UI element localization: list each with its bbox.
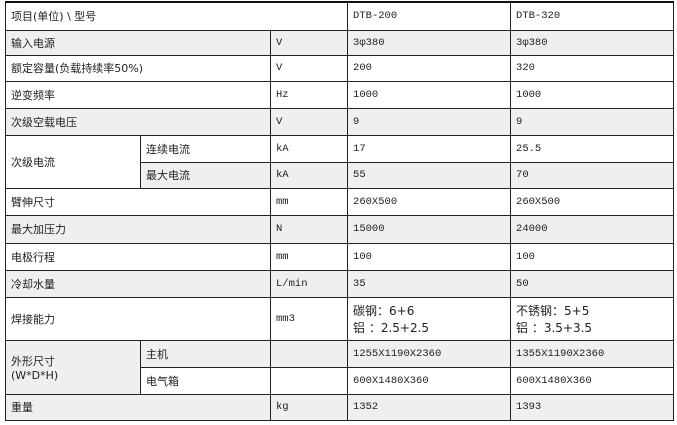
table-row: 电极行程 mm 100 100 xyxy=(5,242,675,271)
row-label: 次级电流 xyxy=(5,134,141,189)
unit-cell: kA xyxy=(269,161,349,189)
table-row: 额定容量(负载持续率50%) V 200 320 xyxy=(5,54,675,82)
value-dtb-200: 55 xyxy=(347,161,512,189)
value-dtb-320: 260X500 xyxy=(510,187,675,216)
table-row: 电气箱 600X1480X360 600X1480X360 xyxy=(6,366,675,395)
table-row: 次级空载电压 V 9 9 xyxy=(5,107,675,136)
header-label: 项目(单位) \ 型号 xyxy=(4,1,349,31)
row-label: 最大加压力 xyxy=(5,214,271,244)
unit-cell: V xyxy=(269,54,349,82)
row-label: 重量 xyxy=(5,393,271,421)
unit-cell xyxy=(269,339,349,368)
unit-cell: kA xyxy=(269,134,349,163)
value-line: 铝 ：3.5+3.5 xyxy=(516,320,593,335)
value-dtb-320: 9 xyxy=(510,107,675,136)
row-label: 输入电源 xyxy=(5,29,271,56)
value-dtb-320: 24000 xyxy=(510,214,675,244)
unit-cell: V xyxy=(269,107,349,136)
row-label: 逆变频率 xyxy=(5,80,271,109)
value-dtb-200: 35 xyxy=(347,269,512,298)
sub-row-label: 最大电流 xyxy=(140,161,271,189)
unit-cell: mm3 xyxy=(269,296,349,341)
value-dtb-320: 1393 xyxy=(510,393,675,421)
value-dtb-200: 1352 xyxy=(347,393,512,421)
unit-cell: N xyxy=(269,214,349,244)
sub-row-label: 电气箱 xyxy=(140,366,271,395)
table-row: 次级电流 连续电流 kA 17 25.5 xyxy=(5,134,675,189)
unit-cell: kg xyxy=(269,393,349,421)
table-row: 焊接能力 mm3 碳钢：6+6 铝 ：2.5+2.5 不锈钢：5+5 铝 ：3.5+3.5 xyxy=(5,296,675,341)
row-label: 冷却水量 xyxy=(5,269,271,298)
header-row: 项目(单位) \ 型号 DTB-200 DTB-320 xyxy=(4,1,675,31)
table-row: 重量 kg 1352 1393 xyxy=(5,393,675,421)
value-dtb-200: 200 xyxy=(347,54,512,82)
table-row: 输入电源 V 3φ380 3φ380 xyxy=(5,29,675,56)
value-dtb-320: 3φ380 xyxy=(510,29,675,56)
value-dtb-320: 1000 xyxy=(510,80,675,109)
table-row: 最大电流 kA 55 70 xyxy=(6,161,675,189)
value-dtb-200: 15000 xyxy=(347,214,512,244)
value-dtb-200: 1000 xyxy=(347,80,512,109)
model-dtb-320: DTB-320 xyxy=(510,1,675,31)
unit-cell: mm xyxy=(269,187,349,216)
sub-row-label: 连续电流 xyxy=(140,134,271,163)
row-label: 次级空载电压 xyxy=(5,107,271,136)
sub-row-label: 主机 xyxy=(140,339,271,368)
value-dtb-200: 碳钢：6+6 铝 ：2.5+2.5 xyxy=(347,296,512,341)
unit-cell: mm xyxy=(269,242,349,271)
row-label: 外形尺寸 (W*D*H) xyxy=(5,339,141,395)
value-dtb-320: 25.5 xyxy=(510,134,675,163)
value-dtb-200: 260X500 xyxy=(347,187,512,216)
value-dtb-320: 50 xyxy=(510,269,675,298)
value-dtb-320: 600X1480X360 xyxy=(510,366,675,395)
row-label: 额定容量(负载持续率50%) xyxy=(5,54,271,82)
value-dtb-200: 100 xyxy=(347,242,512,271)
value-line: 铝 ：2.5+2.5 xyxy=(353,320,430,335)
model-dtb-200: DTB-200 xyxy=(347,1,512,31)
unit-cell: Hz xyxy=(269,80,349,109)
value-dtb-200: 17 xyxy=(347,134,512,163)
value-dtb-200: 3φ380 xyxy=(347,29,512,56)
table-row: 臂伸尺寸 mm 260X500 260X500 xyxy=(5,187,675,216)
value-dtb-320: 320 xyxy=(510,54,675,82)
value-line: 不锈钢：5+5 xyxy=(516,303,590,318)
row-label: 焊接能力 xyxy=(5,296,271,341)
table-row: 冷却水量 L/min 35 50 xyxy=(5,269,675,298)
value-dtb-200: 600X1480X360 xyxy=(347,366,512,395)
row-label: 电极行程 xyxy=(5,242,271,271)
value-dtb-320: 70 xyxy=(510,161,675,189)
value-line: 碳钢：6+6 xyxy=(353,303,415,318)
unit-cell: V xyxy=(269,29,349,56)
value-dtb-200: 1255X1190X2360 xyxy=(347,339,512,368)
table-row: 逆变频率 Hz 1000 1000 xyxy=(5,80,675,109)
value-dtb-320: 100 xyxy=(510,242,675,271)
unit-cell: L/min xyxy=(269,269,349,298)
spec-table: 项目(单位) \ 型号 DTB-200 DTB-320 输入电源 V 3φ380 3φ… xyxy=(4,1,675,421)
table-row: 最大加压力 N 15000 24000 xyxy=(5,214,675,244)
value-dtb-200: 9 xyxy=(347,107,512,136)
value-dtb-320: 1355X1190X2360 xyxy=(510,339,675,368)
row-label: 臂伸尺寸 xyxy=(5,187,271,216)
table-row: 外形尺寸 (W*D*H) 主机 1255X1190X2360 1355X1190X23… xyxy=(5,339,675,395)
unit-cell xyxy=(269,366,349,395)
value-dtb-320: 不锈钢：5+5 铝 ：3.5+3.5 xyxy=(510,296,675,341)
